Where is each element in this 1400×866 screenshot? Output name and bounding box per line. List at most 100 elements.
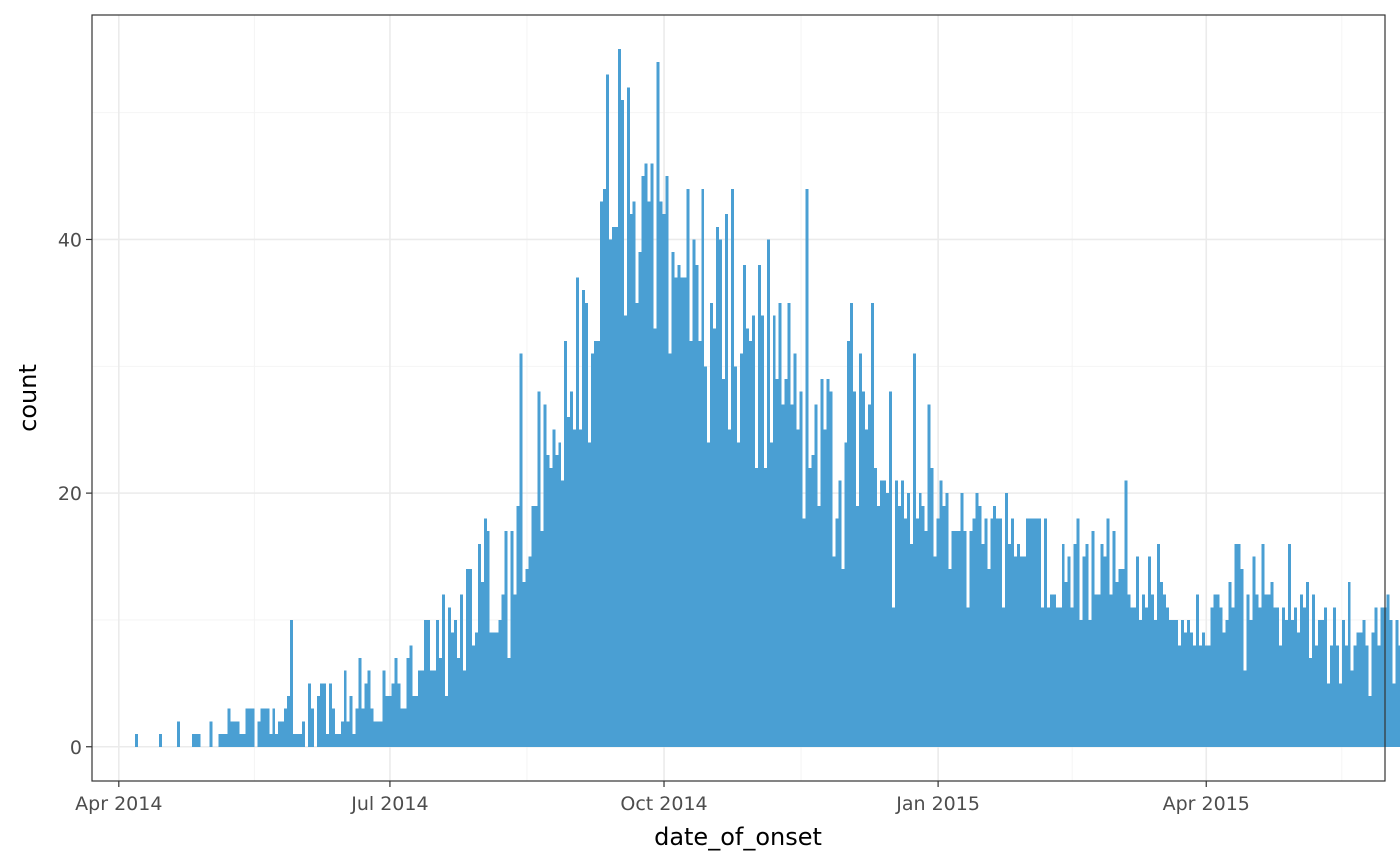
bar (719, 239, 723, 747)
bar (966, 607, 970, 747)
bar (1303, 607, 1307, 747)
bar (453, 619, 457, 747)
bar (528, 556, 532, 747)
bar (1306, 581, 1310, 747)
bar (573, 429, 577, 747)
bar (605, 74, 609, 747)
bar (650, 163, 654, 747)
bar (936, 518, 940, 747)
bar (948, 569, 952, 747)
bar (430, 670, 434, 747)
bar (1249, 619, 1253, 747)
bar (769, 442, 773, 747)
bar (668, 353, 672, 747)
bar (1118, 569, 1122, 747)
bar (349, 696, 353, 747)
bar (489, 632, 493, 747)
bar (1067, 556, 1071, 747)
bar (793, 353, 797, 747)
bar (474, 632, 478, 747)
bar (337, 734, 341, 747)
bar (996, 518, 1000, 747)
x-tick-label: Jul 2014 (350, 793, 428, 815)
bar (915, 518, 919, 747)
y-tick-label: 20 (58, 483, 82, 505)
bar (376, 721, 380, 747)
bar (1186, 619, 1190, 747)
bar (993, 505, 997, 747)
bar (856, 505, 860, 747)
bar (748, 340, 752, 747)
bar (960, 493, 964, 747)
bar (1288, 543, 1292, 747)
bar (594, 340, 597, 747)
bar (1091, 531, 1095, 747)
bar (862, 391, 866, 747)
bar (1252, 556, 1256, 747)
bar (367, 670, 371, 747)
bar (999, 518, 1003, 747)
bar (1264, 594, 1268, 747)
bar (754, 467, 758, 747)
bar (1005, 493, 1009, 747)
bar (751, 315, 755, 747)
bar (290, 619, 294, 747)
bar (409, 645, 413, 747)
bar (1020, 556, 1024, 747)
bar (1121, 569, 1125, 747)
bar (880, 480, 883, 747)
bar (576, 277, 580, 747)
bar (439, 657, 443, 747)
bar (1049, 594, 1053, 747)
bar (1312, 594, 1315, 747)
bar (1139, 619, 1143, 747)
bar (981, 543, 985, 747)
bar (984, 518, 988, 747)
bar (272, 708, 276, 747)
bar (1148, 556, 1152, 747)
bar (882, 480, 886, 747)
bar (1282, 607, 1286, 747)
bar (1207, 645, 1211, 747)
bar (1273, 607, 1277, 747)
bar (1163, 594, 1167, 747)
bar (897, 505, 901, 747)
bar (456, 657, 460, 747)
bar (451, 632, 454, 747)
bar (1198, 645, 1202, 747)
bar (465, 569, 469, 747)
bar (191, 734, 195, 747)
bar (1100, 543, 1104, 747)
bar (525, 569, 529, 747)
bar (817, 505, 821, 747)
bar (957, 531, 961, 747)
bar (644, 163, 648, 747)
bar (233, 721, 237, 747)
bar (1094, 594, 1098, 747)
bar (1136, 556, 1140, 747)
bar (602, 188, 606, 747)
bar (1234, 543, 1238, 747)
bar (1106, 518, 1110, 747)
bar (829, 391, 833, 747)
bar (1210, 607, 1214, 747)
bar (933, 556, 937, 747)
bar (510, 531, 514, 747)
bar (519, 353, 523, 747)
bar (990, 518, 994, 747)
bar (1374, 607, 1378, 747)
bar (370, 708, 374, 747)
bar (1177, 645, 1181, 747)
bar (1398, 645, 1400, 747)
bar (260, 708, 264, 747)
bar (1171, 619, 1175, 747)
bar (230, 721, 234, 747)
bar (588, 442, 592, 747)
bar (951, 531, 955, 747)
bar (561, 480, 565, 747)
bar (826, 378, 830, 747)
bar (611, 226, 615, 747)
bar (1014, 556, 1018, 747)
bar (1109, 594, 1113, 747)
bar (1300, 594, 1304, 747)
